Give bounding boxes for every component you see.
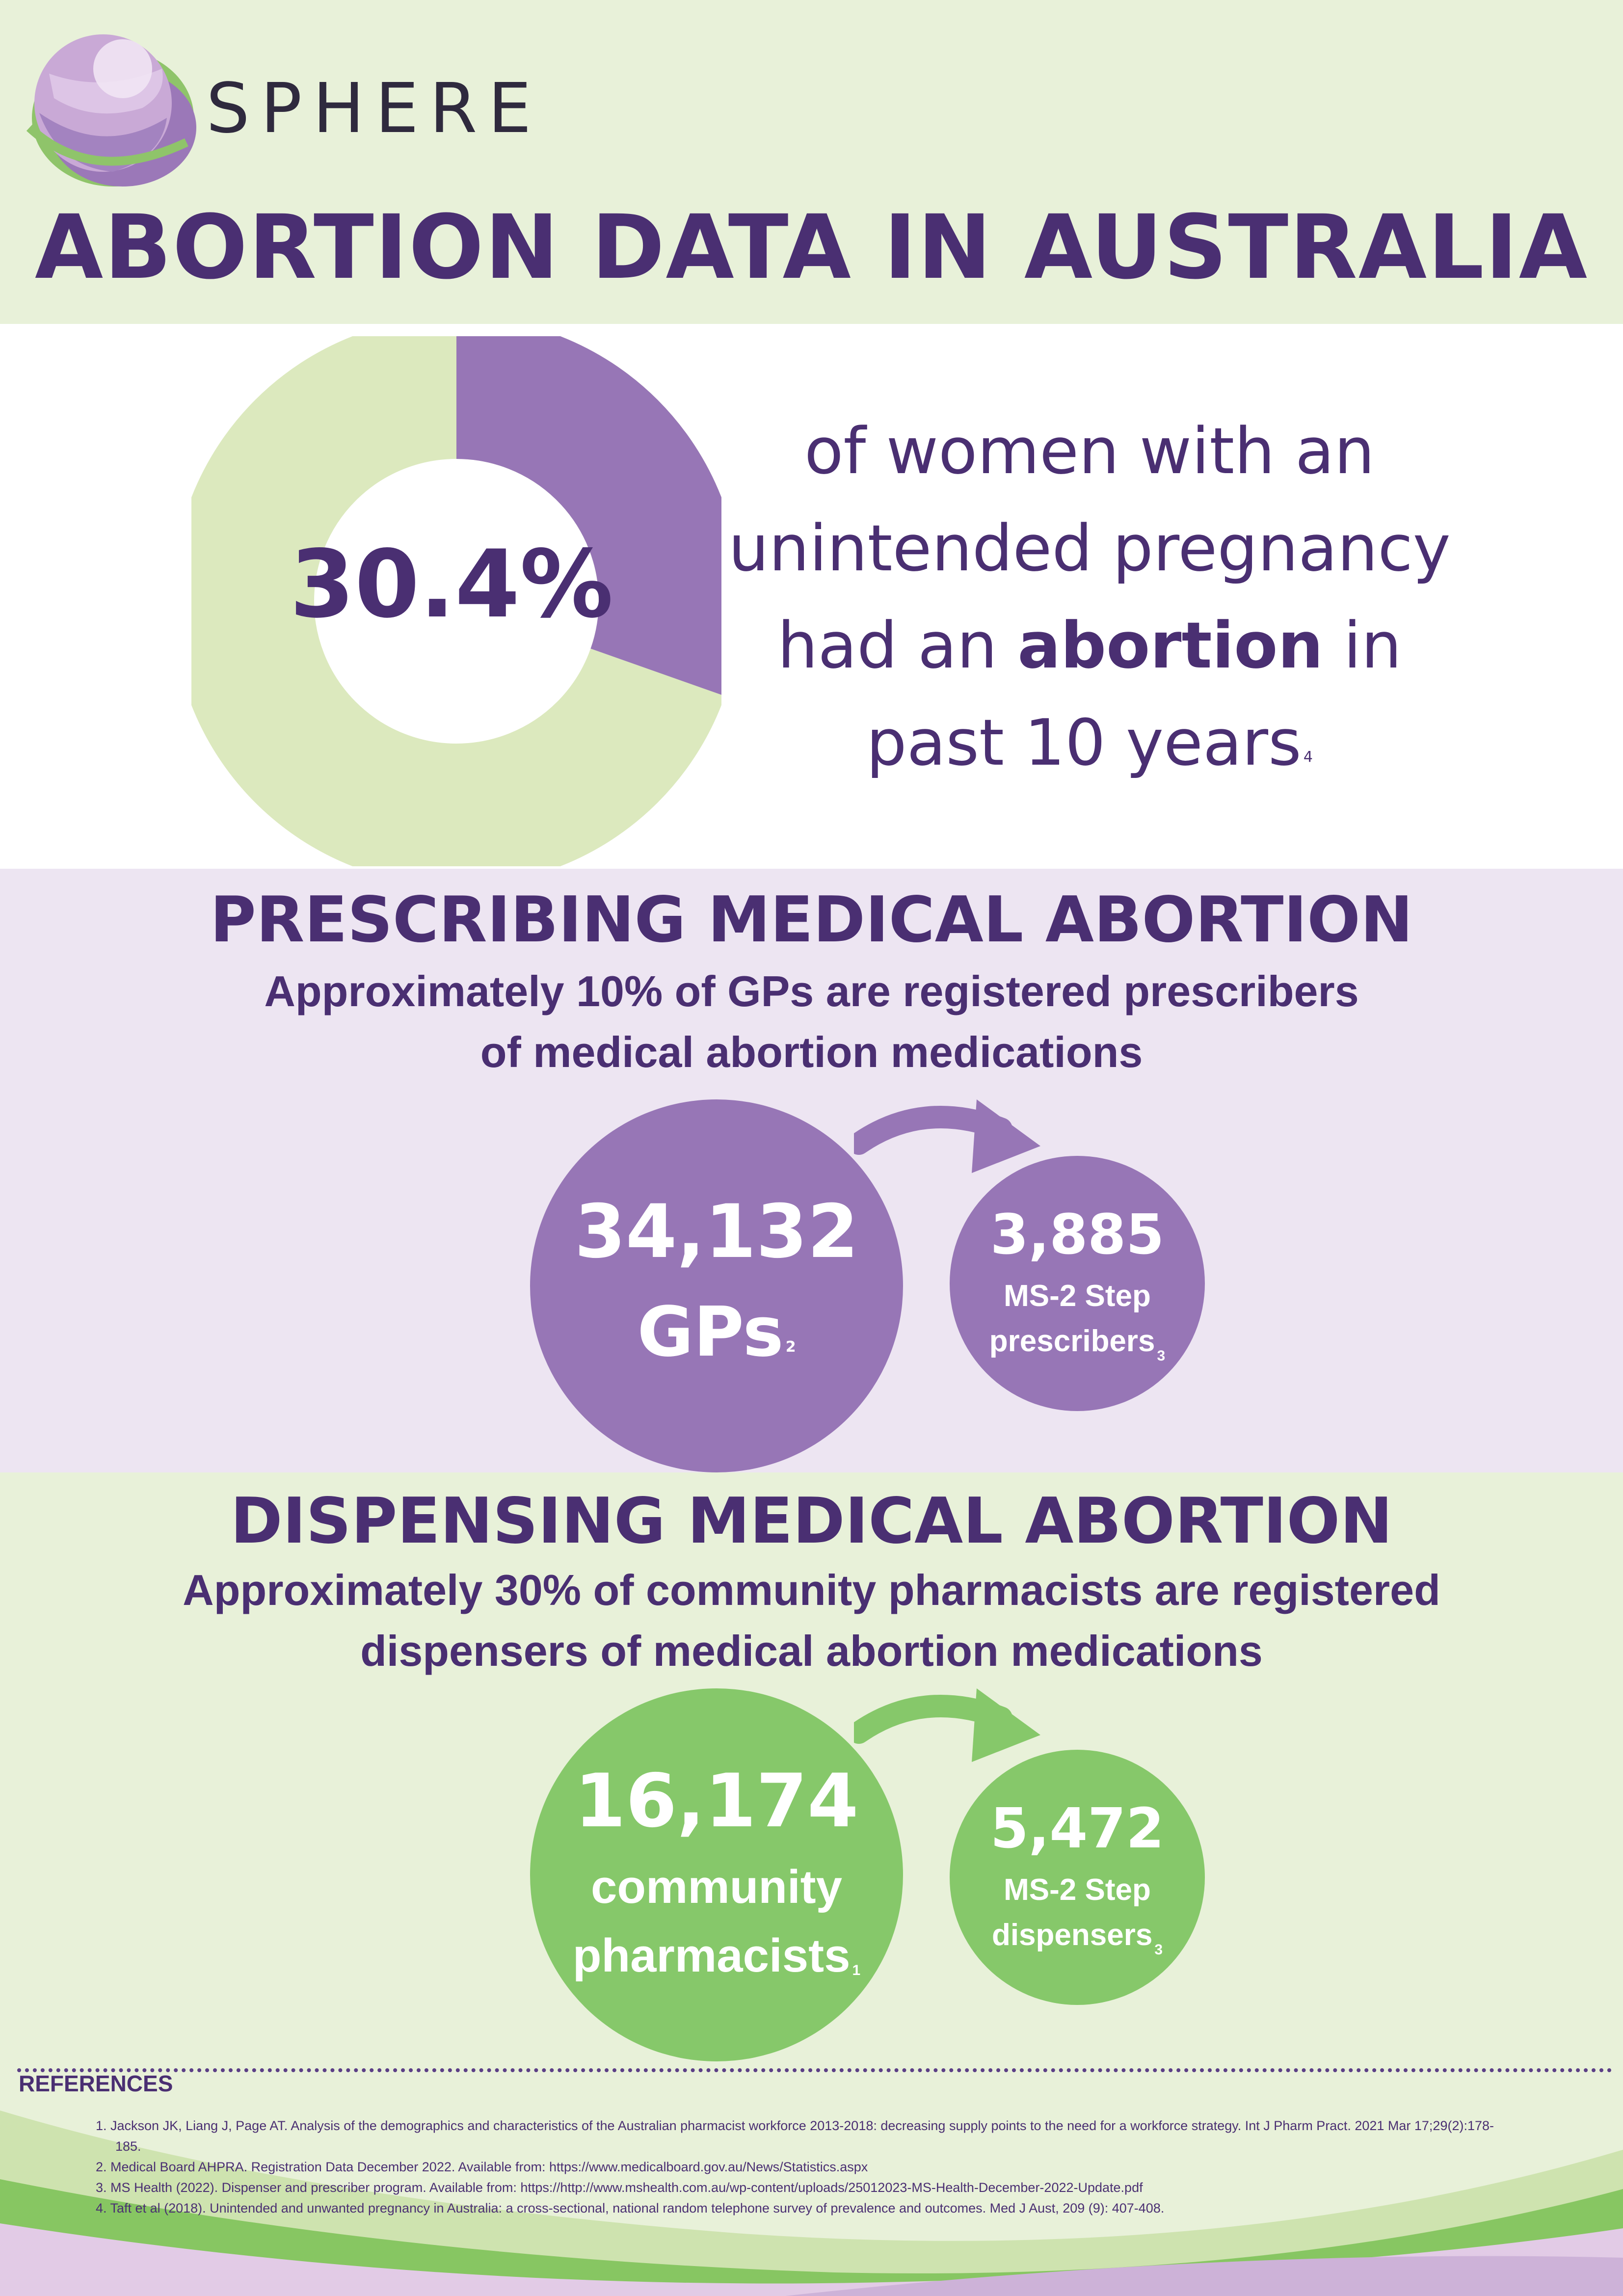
abortion-rate-donut	[191, 336, 721, 866]
donut-value-arc	[191, 336, 721, 866]
prescribing-arrow-icon	[854, 1099, 1040, 1173]
dispensers-label-line-2: dispensers 3	[992, 1913, 1163, 1958]
stat-line-1: of women with an	[804, 414, 1375, 488]
prescribing-subtitle-line-2: of medical abortion medications	[480, 1028, 1143, 1076]
pharmacists-circle: 16,174 community pharmacists 1	[530, 1688, 903, 2061]
dispensing-arrow-icon	[854, 1688, 1040, 1762]
brand-name: SPHERE	[206, 69, 542, 149]
prescribers-label: prescribers	[989, 1324, 1155, 1358]
footer-wave-decoration	[0, 2110, 1623, 2296]
prescribers-label-line-1: MS-2 Step	[1004, 1279, 1151, 1313]
dispensers-label-line-1: MS-2 Step	[1004, 1873, 1151, 1907]
header-band	[0, 0, 1623, 324]
pharmacists-label: pharmacists	[572, 1929, 851, 1982]
references-heading: REFERENCES	[19, 2071, 173, 2096]
reference-item: 4. Taft et al (2018). Unintended and unw…	[96, 2201, 1165, 2216]
prescribing-subtitle-line-1: Approximately 10% of GPs are registered …	[264, 967, 1359, 1015]
stat-line-3-pre: had an	[777, 608, 1018, 683]
reference-marker: 2	[785, 1338, 796, 1356]
pharmacists-label-line-1: community	[590, 1861, 843, 1913]
dispensers-number: 5,472	[990, 1797, 1165, 1861]
references-divider	[17, 2068, 1612, 2072]
reference-marker: 1	[852, 1962, 861, 1978]
references-list: 1. Jackson JK, Liang J, Page AT. Analysi…	[96, 2115, 1519, 2218]
stat-line-3: had an abortion in	[687, 597, 1492, 694]
gps-label-row: GPs 2	[637, 1283, 796, 1382]
pharmacists-label-line-2: pharmacists 1	[573, 1922, 860, 1990]
stat-line-2: unintended pregnancy	[728, 511, 1451, 586]
dispensing-title: DISPENSING MEDICAL ABORTION	[230, 1485, 1393, 1558]
reference-item: 2. Medical Board AHPRA. Registration Dat…	[96, 2160, 868, 2174]
reference-item: 3. MS Health (2022). Dispenser and presc…	[96, 2180, 1143, 2195]
sphere-logo-icon	[26, 34, 196, 187]
stat-line-4-text: past 10 years	[866, 705, 1302, 780]
dispensers-circle: 5,472 MS-2 Step dispensers 3	[950, 1750, 1205, 2005]
headline-percentage: 30.4%	[290, 530, 613, 639]
dispensers-label: dispensers	[991, 1918, 1153, 1952]
gps-label: GPs	[637, 1292, 784, 1372]
reference-marker: 3	[1154, 1942, 1163, 1958]
reference-marker: 3	[1157, 1348, 1166, 1364]
prescribers-number: 3,885	[990, 1203, 1165, 1267]
prescribers-label-line-2: prescribers 3	[989, 1319, 1165, 1364]
prescribing-subtitle: Approximately 10% of GPs are registered …	[147, 961, 1476, 1083]
page-title: ABORTION DATA IN AUSTRALIA	[34, 196, 1589, 299]
stat-line-3-bold: abortion	[1017, 608, 1324, 683]
dispensing-subtitle-line-2: dispensers of medical abortion medicatio…	[360, 1627, 1263, 1675]
stat-line-3-post: in	[1323, 608, 1402, 683]
gps-circle: 34,132 GPs 2	[530, 1099, 903, 1472]
prescribers-circle: 3,885 MS-2 Step prescribers 3	[950, 1156, 1205, 1411]
dispensing-subtitle-line-1: Approximately 30% of community pharmacis…	[183, 1566, 1440, 1614]
reference-marker: 4	[1303, 748, 1313, 766]
prescribing-title: PRESCRIBING MEDICAL ABORTION	[210, 883, 1413, 957]
headline-stat-text: of women with an unintended pregnancy ha…	[687, 402, 1492, 791]
pharmacists-number: 16,174	[574, 1759, 859, 1844]
dispensing-subtitle: Approximately 30% of community pharmacis…	[147, 1560, 1476, 1682]
reference-item: 1. Jackson JK, Liang J, Page AT. Analysi…	[96, 2118, 1494, 2154]
stat-line-4: past 10 years 4	[687, 694, 1492, 791]
gps-number: 34,132	[574, 1189, 859, 1275]
